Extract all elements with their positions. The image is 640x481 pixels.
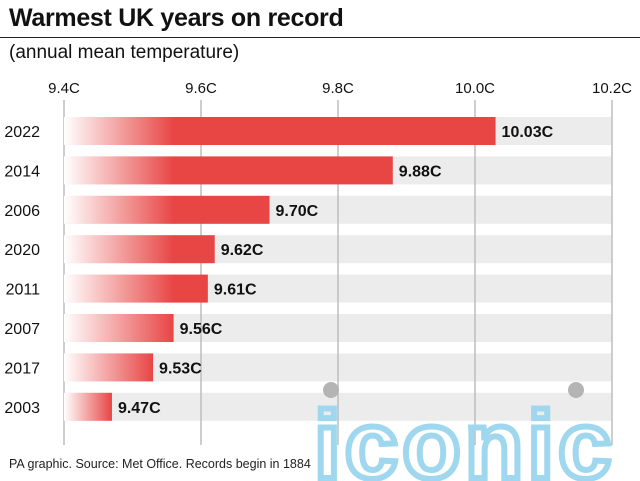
watermark-text: iconic — [314, 392, 615, 481]
bar — [173, 274, 208, 303]
data-label: 9.61C — [214, 282, 257, 299]
iconic-watermark: iconic — [311, 382, 615, 481]
x-tick-label: 9.4C — [48, 80, 80, 97]
data-label: 9.56C — [180, 321, 223, 338]
bar-fade — [64, 392, 112, 421]
bar — [173, 235, 215, 264]
category-label: 2014 — [4, 163, 40, 180]
bar-fade — [64, 235, 174, 264]
category-label: 2007 — [4, 321, 40, 338]
chart-subtitle: (annual mean temperature) — [9, 42, 240, 63]
category-label: 2017 — [4, 360, 40, 377]
category-label: 2011 — [6, 282, 41, 299]
data-label: 9.53C — [159, 360, 202, 377]
chart-title: Warmest UK years on record — [9, 4, 344, 32]
bar-fade — [64, 353, 154, 382]
bar-fade — [64, 195, 174, 224]
bar-fade — [64, 314, 174, 342]
watermark-dot-icon — [568, 382, 584, 398]
category-label: 2020 — [4, 242, 40, 259]
title-divider — [0, 37, 640, 38]
source-note: PA graphic. Source: Met Office. Records … — [9, 457, 311, 471]
watermark-dot-icon — [323, 382, 339, 398]
bar — [173, 156, 393, 185]
data-label: 9.70C — [276, 203, 319, 220]
bar — [173, 117, 496, 145]
data-label: 10.03C — [502, 124, 554, 141]
x-tick-label: 9.8C — [322, 80, 354, 97]
bar-fade — [64, 156, 174, 185]
x-tick-label: 10.2C — [592, 80, 632, 97]
bar-fade — [64, 274, 174, 303]
bar-fade — [64, 117, 174, 145]
bar — [173, 195, 270, 224]
x-tick-label: 9.6C — [185, 80, 217, 97]
data-label: 9.88C — [399, 163, 442, 180]
category-label: 2022 — [4, 124, 40, 141]
data-label: 9.62C — [221, 242, 264, 259]
category-label: 2006 — [4, 203, 40, 220]
data-label: 9.47C — [118, 400, 161, 417]
x-tick-label: 10.0C — [455, 80, 495, 97]
category-label: 2003 — [4, 400, 40, 417]
